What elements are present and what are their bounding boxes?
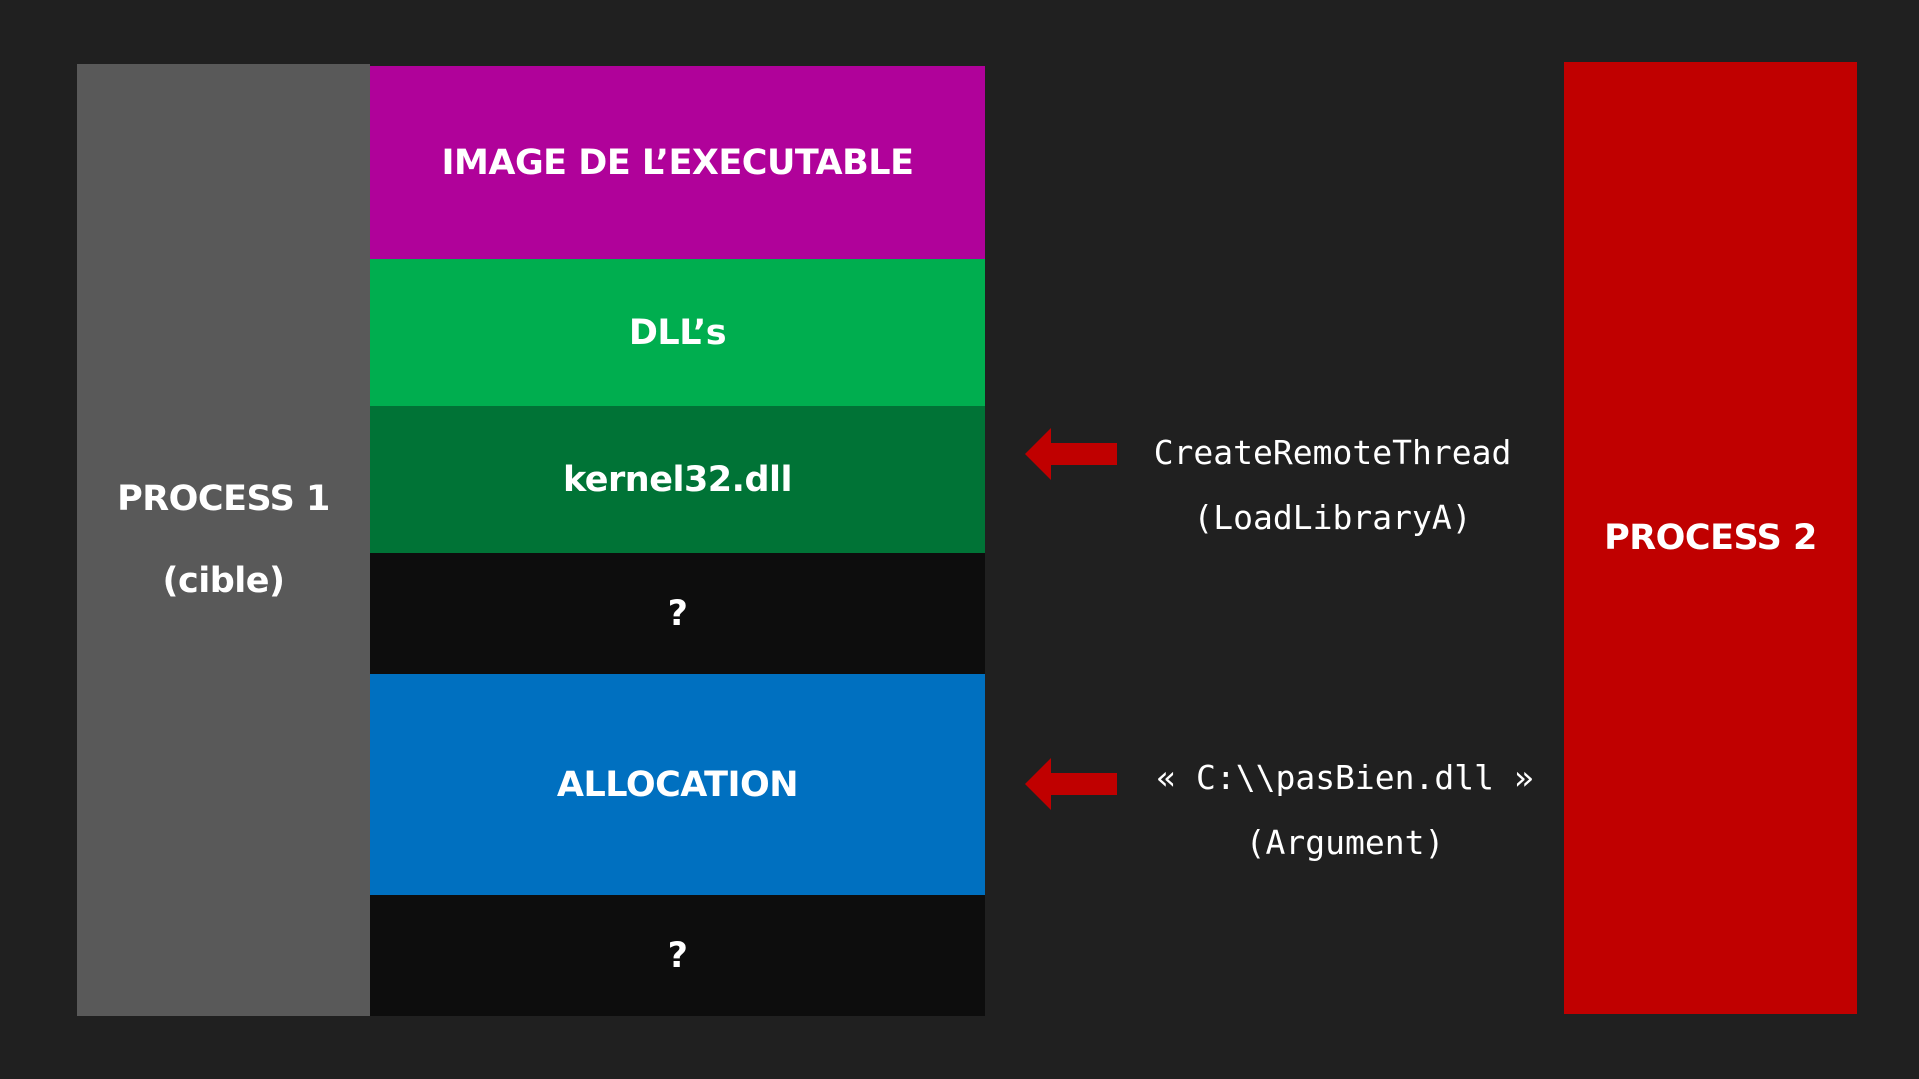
memory-segment-executable-image: IMAGE DE L’EXECUTABLE	[370, 66, 985, 259]
memory-segment-unknown-2: ?	[370, 895, 985, 1016]
process-1-title: PROCESS 1	[117, 479, 330, 519]
segment-label: ?	[667, 935, 688, 976]
segment-label: ALLOCATION	[556, 764, 799, 805]
memory-segment-unknown-1: ?	[370, 553, 985, 674]
process-1-block: PROCESS 1 (cible)	[77, 64, 370, 1016]
left-arrow-icon	[1025, 428, 1117, 480]
segment-label: DLL’s	[628, 312, 727, 353]
memory-segment-kernel32: kernel32.dll	[370, 406, 985, 553]
left-arrow-icon	[1025, 758, 1117, 810]
load-library-label: (LoadLibraryA)	[1193, 498, 1472, 537]
process-2-block: PROCESS 2	[1564, 62, 1857, 1014]
dll-path-label: « C:\\pasBien.dll »	[1156, 758, 1534, 797]
process-2-title: PROCESS 2	[1604, 518, 1817, 558]
segment-label: kernel32.dll	[562, 459, 793, 500]
segment-label: ?	[667, 593, 688, 634]
segment-label: IMAGE DE L’EXECUTABLE	[441, 142, 915, 183]
argument-label: (Argument)	[1245, 823, 1445, 862]
memory-segment-allocation: ALLOCATION	[370, 674, 985, 895]
create-remote-thread-label: CreateRemoteThread	[1153, 433, 1512, 472]
memory-segment-dlls: DLL’s	[370, 259, 985, 406]
process-1-subtitle: (cible)	[162, 561, 285, 601]
